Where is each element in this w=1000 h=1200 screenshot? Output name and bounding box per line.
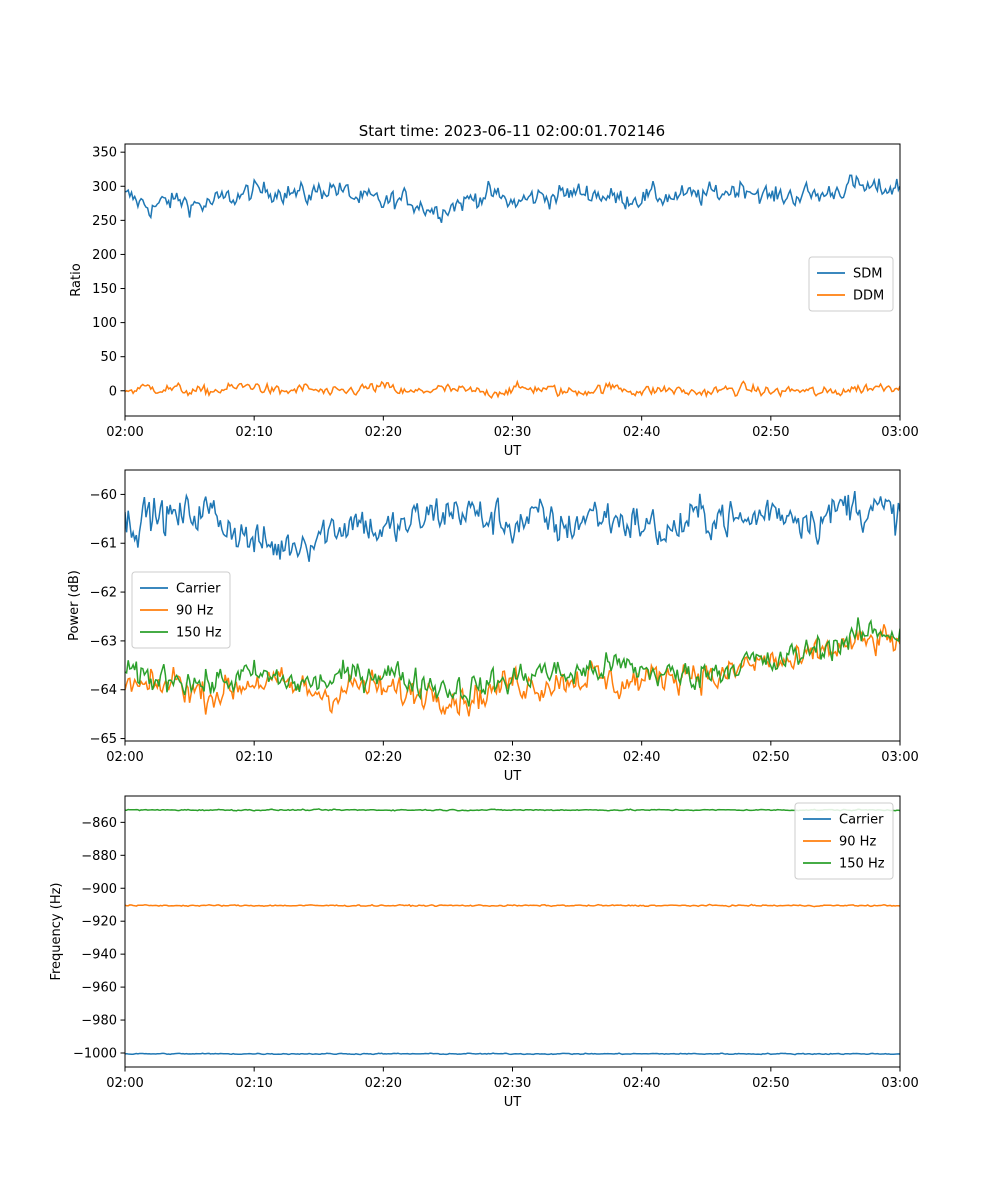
y-tick-label: −900: [81, 882, 117, 897]
legend-entry: 150 Hz: [839, 857, 885, 872]
x-tick-label: 02:30: [494, 425, 531, 440]
x-tick-label: 02:00: [106, 750, 143, 765]
y-axis-label: Frequency (Hz): [49, 882, 64, 980]
series-line-150-hz: [125, 808, 900, 812]
y-tick-label: 300: [92, 180, 117, 195]
series-line-90-hz: [125, 903, 900, 908]
x-axis-label: UT: [504, 769, 522, 784]
x-tick-label: 02:50: [752, 425, 789, 440]
x-tick-label: 02:10: [235, 425, 272, 440]
series-line-sdm: [125, 174, 900, 224]
y-tick-label: 0: [109, 384, 117, 399]
y-tick-label: 50: [100, 350, 117, 365]
y-tick-label: 350: [92, 146, 117, 161]
y-tick-label: −860: [81, 816, 117, 831]
series-line-150-hz: [125, 617, 900, 707]
axes-frame: [124, 469, 901, 742]
figure-title: Start time: 2023-06-11 02:00:01.702146: [359, 122, 665, 140]
y-tick-label: −960: [81, 981, 117, 996]
series-line-carrier: [125, 1052, 900, 1056]
legend-box: [131, 571, 231, 649]
x-tick-label: 03:00: [881, 750, 918, 765]
x-tick-label: 02:40: [623, 750, 660, 765]
x-tick-label: 03:00: [881, 425, 918, 440]
legend-entry: 90 Hz: [839, 835, 876, 850]
x-tick-label: 02:20: [365, 750, 402, 765]
x-tick-label: 02:30: [494, 1076, 531, 1091]
legend: Carrier 90 Hz 150 Hz: [131, 571, 231, 649]
x-tick-label: 02:40: [623, 1076, 660, 1091]
x-tick-label: 02:20: [365, 1076, 402, 1091]
legend-box: [794, 802, 894, 880]
legend-box: [808, 256, 894, 312]
y-axis-label: Power (dB): [67, 570, 82, 641]
y-tick-label: 250: [92, 214, 117, 229]
x-tick-label: 02:50: [752, 1076, 789, 1091]
y-tick-label: −60: [90, 488, 117, 503]
y-axis-label: Ratio: [69, 263, 84, 296]
legend-entry: DDM: [853, 289, 884, 304]
y-tick-label: 150: [92, 282, 117, 297]
legend-entry: 150 Hz: [176, 626, 222, 641]
series-line-ddm: [125, 379, 900, 400]
panel-1: 02:00 02:10 02:20 02:30 02:40 02:50 03:00 0 50 10…: [69, 143, 919, 459]
y-tick-label: −62: [90, 586, 117, 601]
x-tick-label: 02:50: [752, 750, 789, 765]
legend-entry: Carrier: [839, 813, 884, 828]
x-tick-label: 02:30: [494, 750, 531, 765]
series-line-90-hz: [125, 624, 900, 717]
axes-frame: [124, 795, 901, 1068]
y-tick-label: −65: [90, 732, 117, 747]
y-tick-label: −920: [81, 915, 117, 930]
legend-entry: 90 Hz: [176, 604, 213, 619]
y-tick-label: 200: [92, 248, 117, 263]
legend: Carrier 90 Hz 150 Hz: [794, 802, 894, 880]
x-tick-label: 02:10: [235, 750, 272, 765]
x-tick-label: 02:00: [106, 425, 143, 440]
x-tick-label: 02:10: [235, 1076, 272, 1091]
panel-2: 02:00 02:10 02:20 02:30 02:40 02:50 03:00 −65 −6…: [67, 469, 919, 784]
y-tick-label: −940: [81, 948, 117, 963]
legend-entry: Carrier: [176, 582, 221, 597]
y-tick-label: −61: [90, 537, 117, 552]
legend: SDM DDM: [808, 256, 894, 312]
x-tick-label: 03:00: [881, 1076, 918, 1091]
y-tick-label: −1000: [73, 1046, 117, 1061]
x-tick-label: 02:00: [106, 1076, 143, 1091]
x-axis-label: UT: [504, 1095, 522, 1110]
y-tick-label: −63: [90, 634, 117, 649]
y-tick-label: −880: [81, 849, 117, 864]
y-tick-label: −980: [81, 1014, 117, 1029]
x-axis-label: UT: [504, 444, 522, 459]
y-tick-label: −64: [90, 683, 117, 698]
series-line-carrier: [125, 490, 900, 562]
x-tick-label: 02:40: [623, 425, 660, 440]
axes-frame: [124, 143, 901, 417]
panel-3: 02:00 02:10 02:20 02:30 02:40 02:50 03:00 −1000…: [49, 795, 919, 1110]
legend-entry: SDM: [853, 267, 882, 282]
x-tick-label: 02:20: [365, 425, 402, 440]
y-tick-label: 100: [92, 316, 117, 331]
